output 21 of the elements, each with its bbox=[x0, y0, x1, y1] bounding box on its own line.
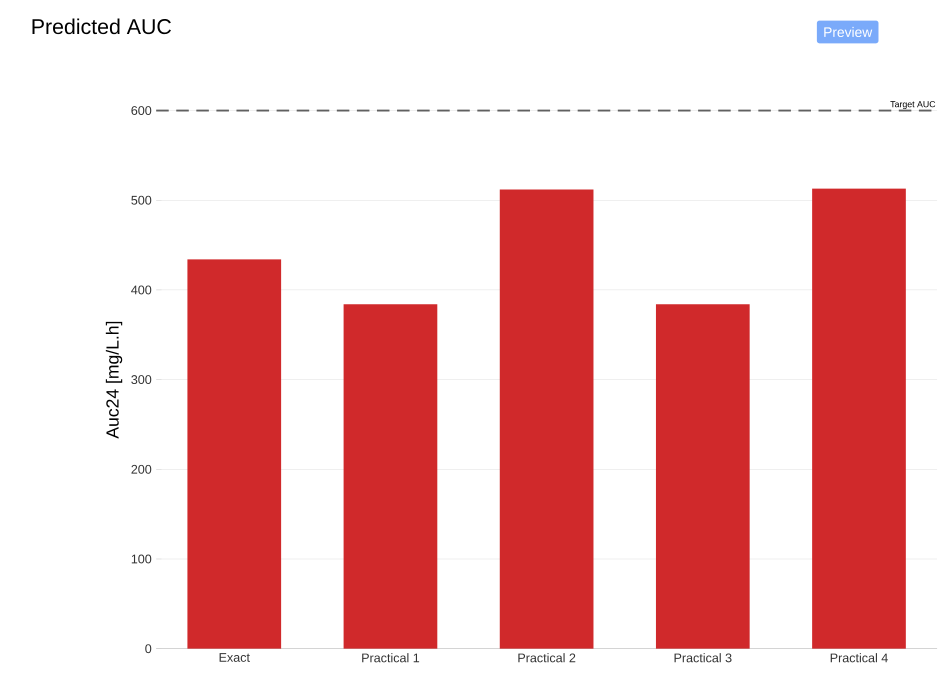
chart-title: Predicted AUC bbox=[32, 18, 171, 34]
y-tick-label: 400 bbox=[131, 285, 152, 294]
text: Preview bbox=[824, 26, 872, 37]
bar bbox=[500, 189, 594, 648]
x-tick-label: Exact bbox=[220, 652, 250, 662]
y-tick-label: 200 bbox=[131, 464, 152, 474]
y-tick-label: 100 bbox=[132, 554, 152, 564]
bar bbox=[187, 259, 282, 648]
y-tick-label: 0 bbox=[145, 644, 152, 653]
x-tick-label: Practical 1 bbox=[362, 652, 420, 662]
bar bbox=[812, 188, 906, 648]
x-tick-label: Practical 3 bbox=[674, 652, 732, 662]
ref-line-label: Target AUC bbox=[890, 100, 936, 109]
x-tick-label: Practical 2 bbox=[518, 652, 576, 662]
y-tick-label: 500 bbox=[131, 196, 152, 204]
bar bbox=[344, 304, 438, 648]
x-tick-label: Practical 4 bbox=[830, 652, 888, 662]
y-tick-label: 300 bbox=[131, 374, 152, 384]
bar bbox=[656, 304, 750, 648]
y-tick-label: 600 bbox=[131, 106, 152, 115]
y-axis-title: Auc24 [mg/L.h] bbox=[106, 322, 122, 438]
